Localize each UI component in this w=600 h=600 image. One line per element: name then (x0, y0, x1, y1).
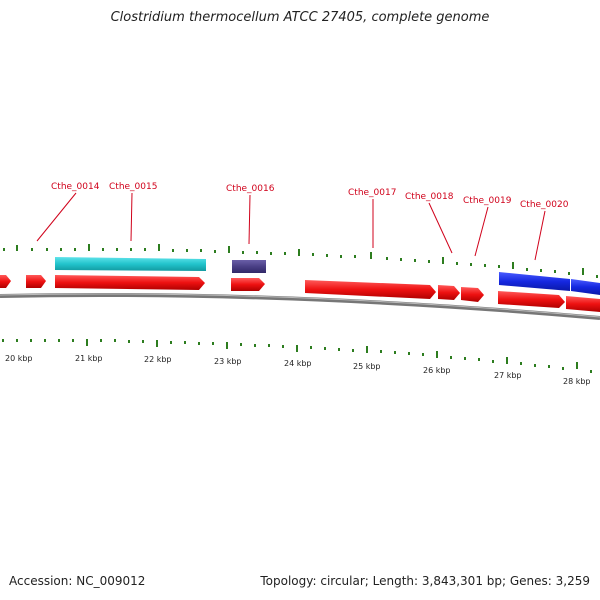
highlight-track (55, 257, 600, 295)
gene-arrow[interactable] (566, 296, 600, 312)
gene-arrow[interactable] (498, 291, 565, 308)
lower-tick-row (2, 339, 592, 373)
genome-backbone (0, 292, 600, 320)
gene-label: Cthe_0020 (520, 200, 569, 210)
accession-text: Accession: NC_009012 (9, 574, 146, 588)
kbp-label: 22 kbp (144, 355, 172, 364)
kbp-scale: 20 kbp 21 kbp 22 kbp 23 kbp 24 kbp 25 kb… (5, 354, 591, 386)
upper-tick-row (3, 244, 598, 278)
gene-label: Cthe_0015 (109, 182, 157, 192)
gene-arrow[interactable] (26, 275, 46, 288)
gene-arrow[interactable] (438, 285, 460, 300)
gene-arrow[interactable] (0, 275, 11, 288)
gene-track (0, 275, 600, 312)
kbp-label: 26 kbp (423, 366, 451, 375)
kbp-label: 23 kbp (214, 357, 242, 366)
kbp-label: 25 kbp (353, 362, 381, 371)
gene-label: Cthe_0019 (463, 196, 512, 206)
gene-label: Cthe_0014 (51, 182, 100, 192)
gene-label: Cthe_0018 (405, 192, 454, 202)
feature-blue[interactable] (571, 279, 600, 295)
kbp-label: 24 kbp (284, 359, 312, 368)
gene-arrow[interactable] (55, 275, 205, 290)
gene-label: Cthe_0017 (348, 188, 396, 198)
feature-blue[interactable] (499, 272, 570, 291)
feature-cyan[interactable] (55, 257, 206, 271)
gene-arrow[interactable] (231, 278, 265, 291)
kbp-label: 28 kbp (563, 377, 591, 386)
map-title: Clostridium thermocellum ATCC 27405, com… (110, 10, 490, 25)
gene-label: Cthe_0016 (226, 184, 275, 194)
gene-labels: Cthe_0014 Cthe_0015 Cthe_0016 Cthe_0017 … (36, 182, 569, 261)
gene-arrow[interactable] (461, 287, 484, 302)
feature-purple[interactable] (232, 260, 266, 273)
kbp-label: 27 kbp (494, 371, 522, 380)
kbp-label: 20 kbp (5, 354, 33, 363)
genome-stats-text: Topology: circular; Length: 3,843,301 bp… (260, 574, 590, 588)
kbp-label: 21 kbp (75, 354, 103, 363)
gene-arrow[interactable] (305, 280, 436, 299)
